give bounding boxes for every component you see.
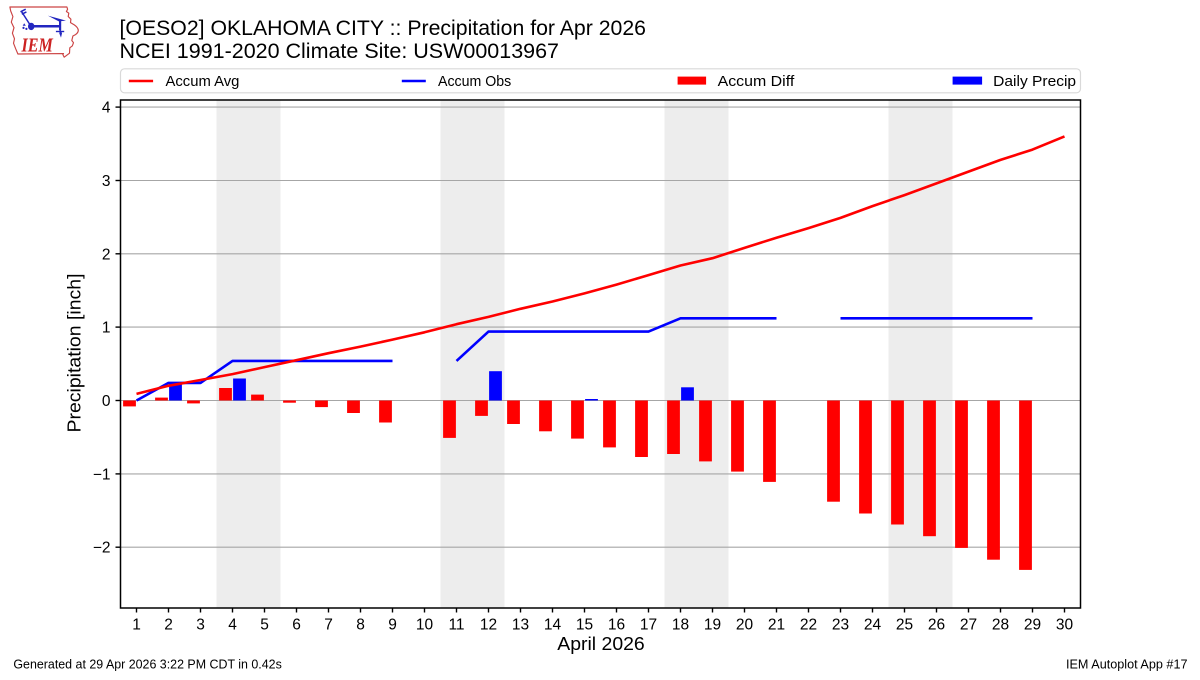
svg-text:9: 9: [388, 617, 397, 634]
svg-text:19: 19: [704, 617, 721, 634]
svg-text:4: 4: [102, 100, 111, 117]
svg-text:IEM: IEM: [21, 35, 54, 57]
svg-text:18: 18: [672, 617, 689, 634]
svg-text:8: 8: [356, 617, 365, 634]
svg-text:16: 16: [608, 617, 625, 634]
svg-text:3: 3: [102, 173, 111, 190]
svg-text:1: 1: [102, 320, 111, 337]
svg-text:3: 3: [196, 617, 205, 634]
svg-text:[OESO2] OKLAHOMA CITY :: Preci: [OESO2] OKLAHOMA CITY :: Precipitation f…: [120, 16, 647, 40]
svg-text:5: 5: [260, 617, 269, 634]
svg-text:Daily Precip: Daily Precip: [993, 74, 1076, 90]
svg-text:7: 7: [324, 617, 333, 634]
svg-text:−2: −2: [93, 540, 111, 557]
svg-text:14: 14: [544, 617, 562, 634]
svg-text:Precipitation [inch]: Precipitation [inch]: [65, 274, 85, 433]
svg-text:Generated at 29 Apr 2026 3:22: Generated at 29 Apr 2026 3:22 PM CDT in …: [13, 658, 281, 672]
svg-text:21: 21: [768, 617, 785, 634]
svg-text:29: 29: [1024, 617, 1041, 634]
svg-text:24: 24: [864, 617, 882, 634]
svg-text:2: 2: [164, 617, 173, 634]
svg-text:2: 2: [102, 246, 111, 263]
svg-text:NCEI 1991-2020 Climate Site: U: NCEI 1991-2020 Climate Site: USW00013967: [120, 39, 560, 63]
svg-text:23: 23: [832, 617, 849, 634]
svg-text:1: 1: [132, 617, 141, 634]
svg-text:17: 17: [640, 617, 657, 634]
svg-text:−1: −1: [93, 466, 111, 483]
svg-text:Accum Obs: Accum Obs: [438, 74, 511, 90]
svg-text:26: 26: [928, 617, 945, 634]
svg-text:13: 13: [512, 617, 529, 634]
svg-text:27: 27: [960, 617, 977, 634]
svg-text:6: 6: [292, 617, 301, 634]
svg-text:11: 11: [448, 617, 464, 634]
svg-text:4: 4: [228, 617, 237, 634]
svg-text:30: 30: [1056, 617, 1074, 634]
svg-text:0: 0: [102, 393, 111, 410]
svg-text:IEM Autoplot App #17: IEM Autoplot App #17: [1066, 658, 1188, 672]
svg-text:10: 10: [416, 617, 434, 634]
svg-text:Accum Avg: Accum Avg: [166, 74, 240, 90]
svg-text:April 2026: April 2026: [557, 634, 645, 654]
svg-text:Accum Diff: Accum Diff: [718, 74, 795, 90]
svg-text:20: 20: [736, 617, 754, 634]
svg-text:28: 28: [992, 617, 1009, 634]
svg-text:12: 12: [480, 617, 497, 634]
svg-text:22: 22: [800, 617, 817, 634]
svg-text:15: 15: [576, 617, 593, 634]
svg-text:25: 25: [896, 617, 913, 634]
